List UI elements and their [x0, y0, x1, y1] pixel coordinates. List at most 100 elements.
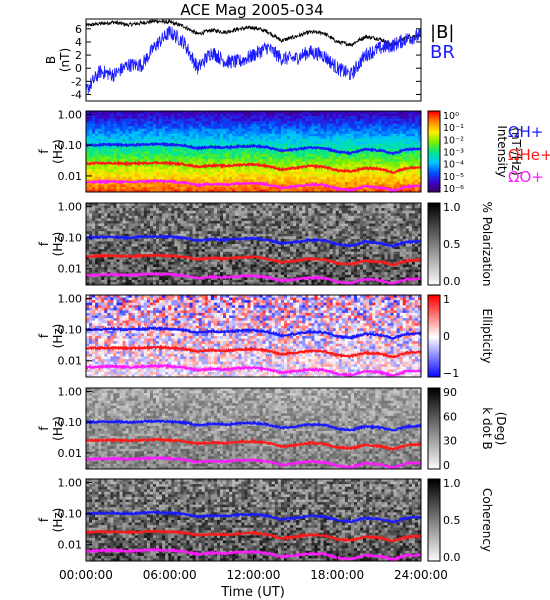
heatmap-cell	[128, 203, 132, 206]
heatmap-cell	[357, 154, 361, 157]
heatmap-cell	[146, 121, 151, 124]
heatmap-cell	[414, 128, 419, 132]
heatmap-cell	[98, 246, 102, 250]
heatmap-cell	[396, 174, 400, 178]
heatmap-cell	[192, 215, 196, 219]
heatmap-cell	[125, 149, 129, 152]
heatmap-cell	[357, 118, 361, 122]
heatmap-cell	[150, 118, 154, 122]
colorbar-tick-label: 10⁻⁴	[443, 160, 464, 171]
heatmap-cell	[360, 169, 364, 173]
heatmap-cell	[201, 203, 206, 206]
heatmap-cell	[101, 279, 105, 283]
heatmap-cell	[274, 189, 279, 193]
heatmap-cell	[140, 131, 145, 135]
heatmap-cell	[186, 249, 190, 253]
heatmap-cell	[366, 186, 370, 190]
heatmap-cell	[229, 133, 233, 137]
heatmap-cell	[183, 282, 187, 286]
heatmap-cell	[113, 282, 117, 286]
heatmap-cell	[95, 111, 99, 114]
heatmap-cell	[153, 159, 157, 162]
heatmap-cell	[247, 171, 251, 175]
heatmap-cell	[274, 133, 279, 137]
heatmap-cell	[198, 164, 203, 168]
heatmap-cell	[195, 208, 199, 212]
heatmap-cell	[280, 138, 285, 142]
heatmap-cell	[162, 133, 166, 137]
heatmap-cell	[162, 113, 166, 117]
heatmap-cell	[137, 113, 142, 117]
heatmap-cell	[308, 138, 312, 142]
heatmap-cell	[192, 213, 196, 217]
heatmap-cell	[296, 161, 300, 165]
heatmap-cell	[95, 138, 99, 142]
heatmap-cell	[381, 141, 385, 145]
heatmap-cell	[201, 213, 206, 217]
heatmap-cell	[146, 181, 151, 185]
heatmap-cell	[195, 141, 199, 145]
colorbar-tick-label: 10⁻¹	[443, 123, 464, 134]
heatmap-cell	[265, 151, 270, 155]
heatmap-cell	[287, 118, 291, 122]
colorbar-cell	[428, 121, 440, 124]
heatmap-cell	[165, 223, 169, 227]
heatmap-cell	[183, 166, 187, 170]
heatmap-cell	[180, 210, 184, 214]
heatmap-cell	[174, 179, 178, 183]
heatmap-cell	[128, 149, 132, 152]
heatmap-cell	[156, 259, 160, 263]
heatmap-cell	[183, 203, 187, 206]
heatmap-cell	[384, 121, 388, 124]
heatmap-cell	[207, 154, 212, 157]
heatmap-cell	[122, 118, 126, 122]
heatmap-cell	[207, 118, 212, 122]
heatmap-cell	[204, 123, 209, 127]
heatmap-cell	[256, 113, 260, 117]
heatmap-cell	[95, 131, 99, 135]
heatmap-cell	[143, 203, 148, 206]
heatmap-cell	[357, 126, 361, 130]
heatmap-cell	[116, 128, 120, 132]
heatmap-cell	[381, 159, 385, 162]
heatmap-cell	[168, 113, 172, 117]
heatmap-cell	[101, 220, 105, 224]
heatmap-cell	[174, 210, 178, 214]
heatmap-cell	[174, 259, 178, 263]
heatmap-cell	[360, 171, 364, 175]
heatmap-cell	[366, 164, 370, 168]
heatmap-cell	[399, 166, 404, 170]
heatmap-cell	[92, 215, 96, 219]
heatmap-cell	[332, 151, 337, 155]
heatmap-cell	[418, 126, 422, 130]
heatmap-cell	[347, 131, 352, 135]
colorbar-cell	[428, 173, 440, 177]
heatmap-cell	[232, 143, 236, 147]
heatmap-cell	[159, 261, 163, 265]
heatmap-cell	[387, 174, 391, 178]
heatmap-cell	[402, 123, 407, 127]
heatmap-cell	[131, 203, 136, 206]
heatmap-cell	[113, 261, 117, 265]
heatmap-cell	[296, 154, 300, 157]
heatmap-cell	[247, 149, 251, 152]
heatmap-cell	[302, 189, 306, 193]
heatmap-cell	[238, 116, 242, 119]
heatmap-cell	[277, 189, 282, 193]
y-tick-label: 0.01	[58, 170, 83, 183]
heatmap-cell	[405, 174, 410, 178]
heatmap-cell	[110, 169, 114, 173]
heatmap-cell	[207, 149, 212, 152]
heatmap-cell	[299, 179, 303, 183]
heatmap-cell	[177, 149, 181, 152]
figure-title: ACE Mag 2005-034	[180, 1, 323, 19]
heatmap-cell	[344, 136, 349, 140]
heatmap-cell	[198, 274, 203, 278]
heatmap-cell	[241, 176, 245, 180]
heatmap-cell	[92, 238, 96, 242]
heatmap-cell	[290, 181, 294, 185]
heatmap-cell	[293, 181, 297, 185]
heatmap-cell	[235, 128, 239, 132]
heatmap-cell	[186, 272, 190, 276]
heatmap-cell	[137, 261, 142, 265]
